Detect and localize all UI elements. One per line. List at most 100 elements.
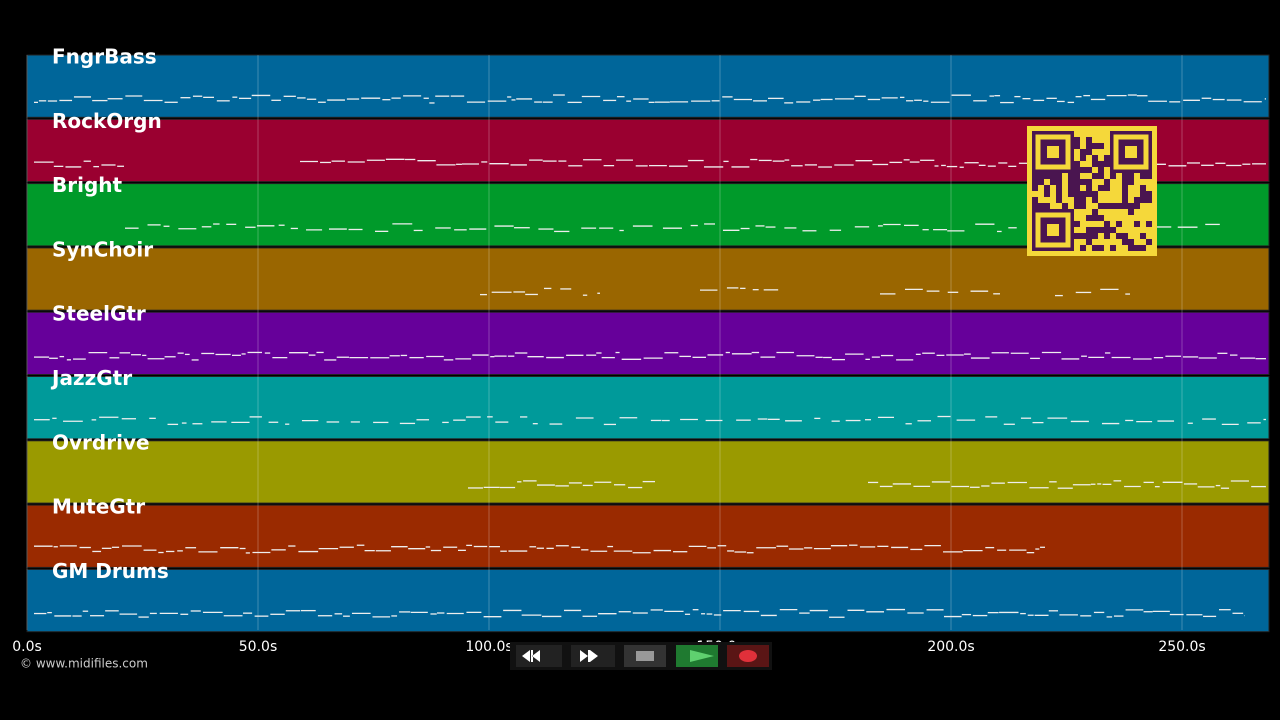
qr-cell (1140, 239, 1146, 245)
qr-cell (1098, 149, 1104, 155)
qr-cell (1128, 233, 1134, 239)
qr-cell (1080, 221, 1086, 227)
qr-cell (1086, 245, 1092, 251)
track-lane (26, 311, 1270, 376)
qr-cell (1146, 245, 1152, 251)
qr-cell (1128, 215, 1134, 221)
qr-cell (1104, 149, 1110, 155)
track-name: FngrBass (52, 45, 157, 69)
qr-cell (1116, 245, 1122, 251)
qr-cell (1050, 197, 1056, 203)
qr-cell (1146, 233, 1152, 239)
track-lane (26, 440, 1270, 504)
qr-cell (1134, 209, 1140, 215)
time-grid (26, 55, 1183, 630)
qr-code (1027, 126, 1157, 256)
qr-cell (1056, 203, 1062, 209)
qr-cell (1110, 233, 1116, 239)
track-name: SynChoir (52, 237, 153, 261)
qr-cell (1122, 221, 1128, 227)
qr-finder (1035, 134, 1071, 170)
track-name: Ovrdrive (52, 430, 150, 454)
qr-cell (1092, 131, 1098, 137)
track-lane (26, 376, 1270, 440)
qr-cell (1098, 197, 1104, 203)
qr-cell (1086, 173, 1092, 179)
qr-cell (1122, 245, 1128, 251)
qr-cell (1128, 221, 1134, 227)
qr-cell (1080, 239, 1086, 245)
qr-cell (1038, 185, 1044, 191)
qr-cell (1062, 179, 1068, 185)
qr-cell (1110, 197, 1116, 203)
qr-cell (1080, 131, 1086, 137)
qr-cell (1080, 209, 1086, 215)
qr-cell (1044, 197, 1050, 203)
qr-cell (1092, 221, 1098, 227)
qr-cell (1128, 185, 1134, 191)
track-name: Bright (52, 173, 123, 197)
qr-cell (1062, 197, 1068, 203)
qr-cell (1134, 179, 1140, 185)
qr-finder (1035, 212, 1071, 248)
qr-cell (1074, 239, 1080, 245)
track-lane (26, 54, 1270, 118)
track-name: RockOrgn (52, 109, 162, 133)
qr-cell (1146, 227, 1152, 233)
qr-cell (1140, 227, 1146, 233)
qr-cell (1086, 197, 1092, 203)
record-button[interactable] (727, 645, 769, 667)
labels: FngrBass RockOrgn Bright SynChoir SteelGtr Ja… (12, 45, 1205, 656)
qr-cell (1116, 227, 1122, 233)
qr-cell (1086, 131, 1092, 137)
qr-cell (1080, 161, 1086, 167)
rewind-button[interactable] (516, 645, 562, 667)
qr-cell (1050, 191, 1056, 197)
qr-cell (1062, 173, 1068, 179)
qr-cell (1080, 137, 1086, 143)
qr-cell (1140, 215, 1146, 221)
qr-cell (1080, 143, 1086, 149)
track-lane (26, 568, 1270, 633)
qr-cell (1134, 233, 1140, 239)
qr-cell (1110, 209, 1116, 215)
qr-cell (1104, 173, 1110, 179)
time-tick-label: 100.0s (465, 639, 512, 655)
qr-cell (1140, 221, 1146, 227)
track-name: SteelGtr (52, 302, 146, 326)
qr-cell (1032, 191, 1038, 197)
qr-cell (1086, 209, 1092, 215)
stop-button[interactable] (624, 645, 666, 667)
qr-cell (1080, 227, 1086, 233)
qr-cell (1086, 161, 1092, 167)
qr-cell (1092, 239, 1098, 245)
qr-cell (1110, 221, 1116, 227)
qr-cell (1110, 215, 1116, 221)
qr-cell (1098, 191, 1104, 197)
forward-icon (580, 650, 598, 662)
time-tick-label: 250.0s (1158, 639, 1205, 655)
qr-cell (1128, 227, 1134, 233)
time-tick-label: 200.0s (927, 639, 974, 655)
track-name: MuteGtr (52, 495, 145, 519)
qr-cell (1098, 239, 1104, 245)
qr-cell (1104, 215, 1110, 221)
track-name: GM Drums (52, 559, 169, 583)
stop-icon (636, 651, 654, 661)
qr-cell (1104, 239, 1110, 245)
qr-cell (1044, 179, 1050, 185)
qr-cell (1146, 215, 1152, 221)
qr-cell (1146, 185, 1152, 191)
qr-cell (1128, 191, 1134, 197)
qr-cell (1116, 173, 1122, 179)
qr-cell (1116, 191, 1122, 197)
qr-cell (1098, 233, 1104, 239)
qr-cell (1092, 179, 1098, 185)
forward-button[interactable] (571, 645, 615, 667)
qr-cell (1134, 191, 1140, 197)
qr-cell (1110, 239, 1116, 245)
qr-cell (1134, 185, 1140, 191)
play-button[interactable] (676, 645, 718, 667)
qr-cell (1098, 131, 1104, 137)
